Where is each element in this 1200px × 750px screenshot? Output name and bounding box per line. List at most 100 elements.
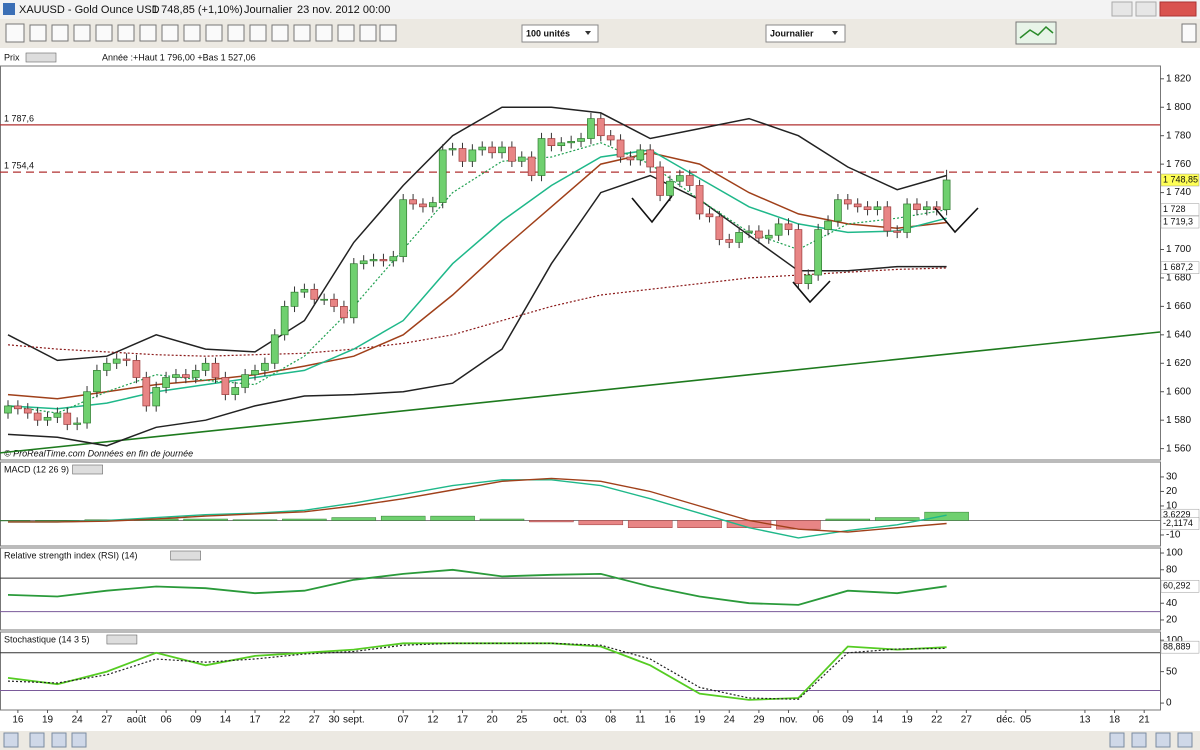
candle-body — [883, 206, 892, 232]
indicator-line — [7, 142, 947, 414]
tool-button[interactable] — [5, 23, 25, 43]
candle-body — [83, 391, 91, 424]
tool-button[interactable] — [183, 24, 201, 42]
status-button[interactable] — [1177, 732, 1193, 748]
y-tick-label: 1 700 — [1166, 244, 1191, 255]
histogram-bar — [282, 518, 327, 521]
tool-button[interactable] — [29, 24, 47, 42]
trendline — [0, 331, 1161, 454]
interval-dropdown[interactable] — [765, 24, 846, 43]
last-value-label: 3,6229 — [1163, 510, 1191, 520]
candle-body — [745, 230, 753, 233]
candle-body — [913, 203, 921, 211]
x-tick-label: 11 — [635, 715, 646, 726]
maximize-button[interactable] — [1135, 1, 1157, 17]
y-tick-label: 100 — [1166, 548, 1183, 559]
histogram-bar — [232, 519, 278, 521]
candle-body — [162, 377, 170, 388]
candle-body — [359, 260, 368, 265]
y-tick-label: 20 — [1166, 615, 1178, 626]
tool-button[interactable] — [51, 24, 69, 42]
dropdown-arrow — [832, 31, 838, 35]
candle-body — [843, 199, 852, 205]
candle-body — [646, 149, 655, 168]
status-button[interactable] — [1155, 732, 1171, 748]
candle-body — [241, 374, 249, 388]
units-dropdown[interactable] — [521, 24, 599, 43]
x-tick-label: 24 — [72, 715, 84, 726]
app-icon — [3, 3, 15, 15]
tool-button[interactable] — [227, 24, 245, 42]
oscillator-line — [7, 642, 947, 700]
tool-button[interactable] — [379, 24, 397, 42]
close-button[interactable] — [1159, 1, 1197, 17]
candle-body — [300, 288, 309, 293]
candle-body — [172, 374, 180, 378]
histogram-bar — [479, 518, 525, 521]
status-button[interactable] — [3, 732, 19, 748]
add-button[interactable] — [1181, 23, 1197, 43]
tool-button[interactable] — [161, 24, 179, 42]
candle-body — [784, 223, 793, 230]
candle-body — [340, 306, 348, 319]
histogram-bar — [529, 520, 574, 523]
status-button[interactable] — [29, 732, 45, 748]
panel-title: Prix — [4, 52, 20, 62]
x-tick-label: 09 — [842, 715, 854, 726]
indicator-line — [7, 267, 947, 357]
status-button[interactable] — [1131, 732, 1147, 748]
histogram-bar — [578, 520, 624, 526]
candle-body — [73, 422, 82, 425]
last-value-tag — [1160, 203, 1200, 216]
candle-body — [270, 334, 279, 364]
tool-button[interactable] — [117, 24, 135, 42]
candle-body — [132, 360, 141, 378]
x-tick-label: 27 — [309, 715, 321, 726]
tool-button[interactable] — [73, 24, 91, 42]
x-tick-label: 19 — [694, 715, 706, 726]
tool-button[interactable] — [293, 24, 311, 42]
v-annotation — [792, 280, 831, 304]
x-tick-label: 16 — [12, 715, 24, 726]
histogram-bar — [924, 511, 969, 521]
candle-body — [63, 412, 72, 425]
y-tick-label: 1 580 — [1166, 415, 1191, 426]
candle-body — [863, 206, 872, 211]
tool-button[interactable] — [271, 24, 289, 42]
candle-body — [903, 203, 911, 233]
tool-button[interactable] — [249, 24, 267, 42]
last-value-tag — [1160, 640, 1200, 654]
candle-body — [814, 229, 823, 276]
y-tick-label: 10 — [1166, 501, 1178, 512]
status-button[interactable] — [71, 732, 87, 748]
candle-body — [587, 118, 595, 139]
x-tick-label: 12 — [427, 715, 439, 726]
candle-body — [705, 213, 714, 218]
last-value-tag — [1160, 517, 1200, 530]
candle-body — [685, 175, 694, 186]
panel-subtitle: Année :+Haut 1 796,00 +Bas 1 527,06 — [102, 52, 256, 62]
tool-button[interactable] — [205, 24, 223, 42]
candle-body — [369, 259, 378, 262]
y-tick-label: 1 740 — [1166, 187, 1191, 198]
minimize-button[interactable] — [1111, 1, 1133, 17]
window-price: 1 748,85 (+1,10%) — [152, 4, 243, 16]
candle-body — [379, 259, 388, 262]
tool-button[interactable] — [315, 24, 333, 42]
x-tick-label: 14 — [220, 715, 232, 726]
candle-body — [794, 229, 803, 284]
oscillator-line — [7, 568, 947, 606]
tool-button[interactable] — [337, 24, 355, 42]
x-tick-label: 27 — [961, 715, 973, 726]
status-button[interactable] — [1109, 732, 1125, 748]
tool-button[interactable] — [139, 24, 157, 42]
status-button[interactable] — [51, 732, 67, 748]
panel-title: Stochastique (14 3 5) — [4, 634, 90, 644]
candle-body — [221, 377, 230, 395]
window-date: 23 nov. 2012 00:00 — [297, 4, 390, 16]
tool-button[interactable] — [95, 24, 113, 42]
y-tick-label: -10 — [1166, 530, 1181, 541]
candle-body — [577, 138, 585, 142]
window-period: Journalier — [244, 4, 293, 16]
tool-button[interactable] — [359, 24, 377, 42]
